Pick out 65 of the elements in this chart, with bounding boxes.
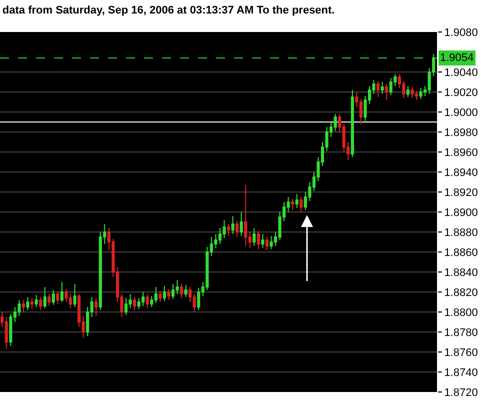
candlestick	[231, 216, 234, 234]
y-tick-label: 1.8900	[444, 206, 478, 219]
y-tick-label: 1.9000	[444, 106, 478, 119]
candlestick	[60, 282, 64, 302]
candlestick	[30, 298, 34, 310]
candlestick	[48, 294, 51, 306]
candlestick	[376, 80, 380, 98]
ref-line-label: 1.9054	[440, 52, 474, 64]
candlestick	[236, 220, 239, 238]
candlestick	[406, 86, 410, 98]
candlestick	[22, 300, 26, 312]
candlestick	[389, 78, 392, 96]
y-tick-label: 1.8820	[444, 286, 478, 299]
candlestick	[43, 286, 46, 308]
candlestick	[167, 288, 170, 300]
candlestick	[154, 286, 158, 304]
y-tick-label: 1.9080	[444, 26, 478, 39]
y-tick-label: 1.8780	[444, 326, 478, 339]
candlestick	[73, 284, 76, 308]
candlestick	[146, 294, 149, 308]
candlestick	[142, 292, 145, 306]
candlestick	[184, 284, 188, 298]
candlestick	[265, 236, 269, 250]
candlestick	[385, 84, 388, 100]
candlestick	[419, 88, 422, 100]
y-tick-label: 1.9040	[444, 66, 478, 79]
candlestick	[240, 212, 243, 236]
candlestick	[52, 290, 55, 306]
candlestick	[270, 236, 273, 250]
y-tick-label: 1.8740	[444, 366, 478, 379]
candlestick	[133, 296, 136, 310]
y-tick-label: 1.8800	[444, 306, 478, 319]
candlestick	[410, 86, 414, 98]
y-tick-label: 1.8940	[444, 166, 478, 179]
candlestick	[56, 292, 60, 304]
y-tick-label: 1.8720	[444, 386, 478, 399]
y-tick-label: 1.8980	[444, 126, 478, 139]
candlestick	[34, 294, 38, 308]
candlestick	[226, 224, 230, 236]
candlestick	[244, 184, 248, 246]
y-tick-label: 1.9020	[444, 86, 478, 99]
candlestick	[252, 228, 256, 246]
candlestick	[171, 284, 175, 300]
y-tick-label: 1.8840	[444, 266, 478, 279]
y-tick-label: 1.8920	[444, 186, 478, 199]
y-tick-label: 1.8880	[444, 226, 478, 239]
candlestick	[295, 194, 298, 208]
candlestick	[350, 90, 354, 158]
candlestick	[26, 296, 30, 310]
candlestick	[256, 230, 260, 250]
candlestick	[158, 290, 162, 302]
candlestick	[94, 298, 98, 316]
candlestick	[261, 234, 264, 248]
candlestick	[380, 82, 384, 94]
candlestick	[291, 198, 294, 210]
y-tick-label: 1.8760	[444, 346, 478, 359]
candlestick	[180, 284, 184, 298]
candlestick	[300, 196, 303, 212]
y-tick-label: 1.8860	[444, 246, 478, 259]
y-tick-label: 1.8960	[444, 146, 478, 159]
candlestick	[39, 296, 42, 310]
candlestick	[162, 286, 166, 302]
chart-title: data from Saturday, Sep 16, 2006 at 03:13:37 AM To the present.	[2, 4, 335, 17]
candlestick	[124, 298, 128, 316]
candlestick	[414, 90, 418, 100]
